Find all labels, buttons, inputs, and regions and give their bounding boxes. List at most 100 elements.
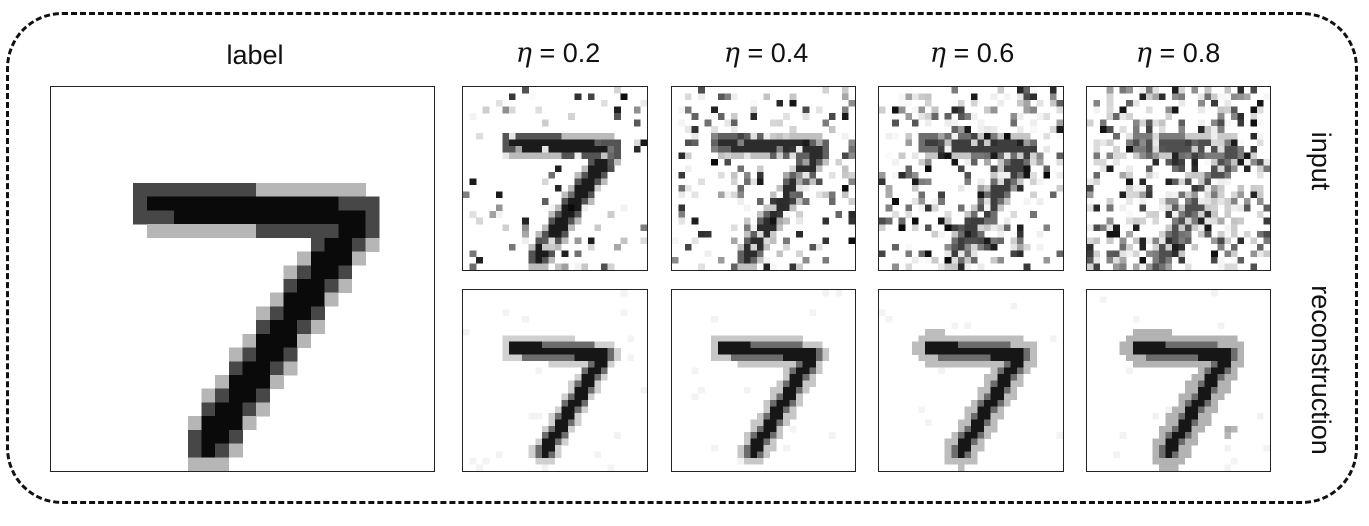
pixel xyxy=(1198,139,1205,146)
pixel xyxy=(256,388,271,403)
pixel xyxy=(1224,445,1231,452)
pixel xyxy=(1185,451,1192,459)
pixel xyxy=(990,256,998,264)
pixel xyxy=(984,145,991,153)
pixel xyxy=(1010,302,1018,310)
pixel xyxy=(1145,354,1153,362)
pixel xyxy=(957,425,965,433)
pixel xyxy=(541,335,549,342)
pixel xyxy=(763,348,771,355)
pixel xyxy=(1224,132,1231,140)
pixel xyxy=(971,458,978,465)
pixel xyxy=(1158,361,1166,368)
pixel xyxy=(789,380,797,388)
pixel xyxy=(1204,224,1212,231)
pixel xyxy=(1017,367,1024,375)
pixel xyxy=(324,210,339,225)
pixel xyxy=(1126,165,1133,173)
pixel xyxy=(1106,165,1114,173)
pixel xyxy=(770,191,777,199)
pixel xyxy=(931,145,939,153)
pixel xyxy=(763,406,771,413)
pixel xyxy=(1126,348,1133,355)
pixel xyxy=(1204,171,1212,179)
pixel xyxy=(541,139,549,146)
pixel xyxy=(324,265,339,280)
pixel xyxy=(977,243,985,251)
pixel xyxy=(633,145,641,153)
pixel xyxy=(1132,217,1140,225)
pixel xyxy=(809,178,816,186)
pixel xyxy=(1165,348,1173,355)
pixel xyxy=(1093,171,1101,179)
pixel xyxy=(776,361,784,368)
pixel xyxy=(1224,348,1231,355)
pixel xyxy=(1010,185,1018,192)
pixel xyxy=(594,145,602,153)
pixel xyxy=(822,348,829,355)
pixel xyxy=(1178,152,1186,160)
pixel xyxy=(737,335,745,342)
pixel xyxy=(984,191,991,199)
pixel xyxy=(770,230,777,238)
pixel xyxy=(228,183,243,197)
eta-symbol: η xyxy=(929,38,946,69)
pixel xyxy=(984,419,991,426)
pixel xyxy=(918,93,926,101)
pixel xyxy=(620,204,628,212)
pixel xyxy=(561,354,569,362)
pixel xyxy=(548,217,556,225)
pixel xyxy=(283,224,298,239)
pixel xyxy=(581,348,588,355)
pixel xyxy=(1158,438,1166,446)
pixel xyxy=(1185,354,1192,362)
pixel xyxy=(215,429,230,444)
pixel xyxy=(672,256,679,264)
pixel xyxy=(770,152,777,160)
pixel xyxy=(1017,185,1024,192)
pixel xyxy=(815,165,823,173)
pixel xyxy=(1204,126,1212,133)
pixel xyxy=(938,198,945,205)
pixel xyxy=(730,119,738,127)
pixel xyxy=(802,178,810,186)
pixel xyxy=(568,406,575,413)
pixel xyxy=(215,375,230,389)
pixel xyxy=(763,425,771,433)
pixel xyxy=(1230,198,1238,205)
pixel xyxy=(1217,393,1225,401)
pixel xyxy=(938,367,945,375)
pixel xyxy=(1145,139,1153,146)
pixel xyxy=(1224,119,1231,127)
pixel xyxy=(1185,263,1192,270)
pixel xyxy=(324,292,339,307)
pixel xyxy=(1185,335,1192,342)
pixel xyxy=(1230,256,1238,264)
pixel xyxy=(796,139,803,146)
pixel xyxy=(944,361,952,368)
pixel xyxy=(633,106,641,114)
pixel xyxy=(1217,145,1225,153)
pixel xyxy=(1113,224,1120,231)
pixel xyxy=(574,361,582,368)
pixel xyxy=(944,341,952,349)
pixel xyxy=(892,243,899,251)
pixel xyxy=(1165,224,1173,231)
pixel xyxy=(750,432,758,439)
pixel xyxy=(633,119,641,127)
pixel xyxy=(594,158,602,166)
pixel xyxy=(215,388,230,403)
pixel xyxy=(581,341,588,349)
pixel xyxy=(925,348,932,355)
pixel xyxy=(1224,93,1231,101)
pixel xyxy=(796,354,803,362)
pixel xyxy=(528,451,536,459)
pixel xyxy=(997,361,1004,368)
pixel xyxy=(957,464,965,471)
pixel xyxy=(1145,237,1153,244)
pixel xyxy=(1191,198,1199,205)
pixel xyxy=(528,412,536,420)
pixel xyxy=(984,335,991,342)
pixel xyxy=(1030,152,1037,160)
pixel xyxy=(977,419,985,426)
